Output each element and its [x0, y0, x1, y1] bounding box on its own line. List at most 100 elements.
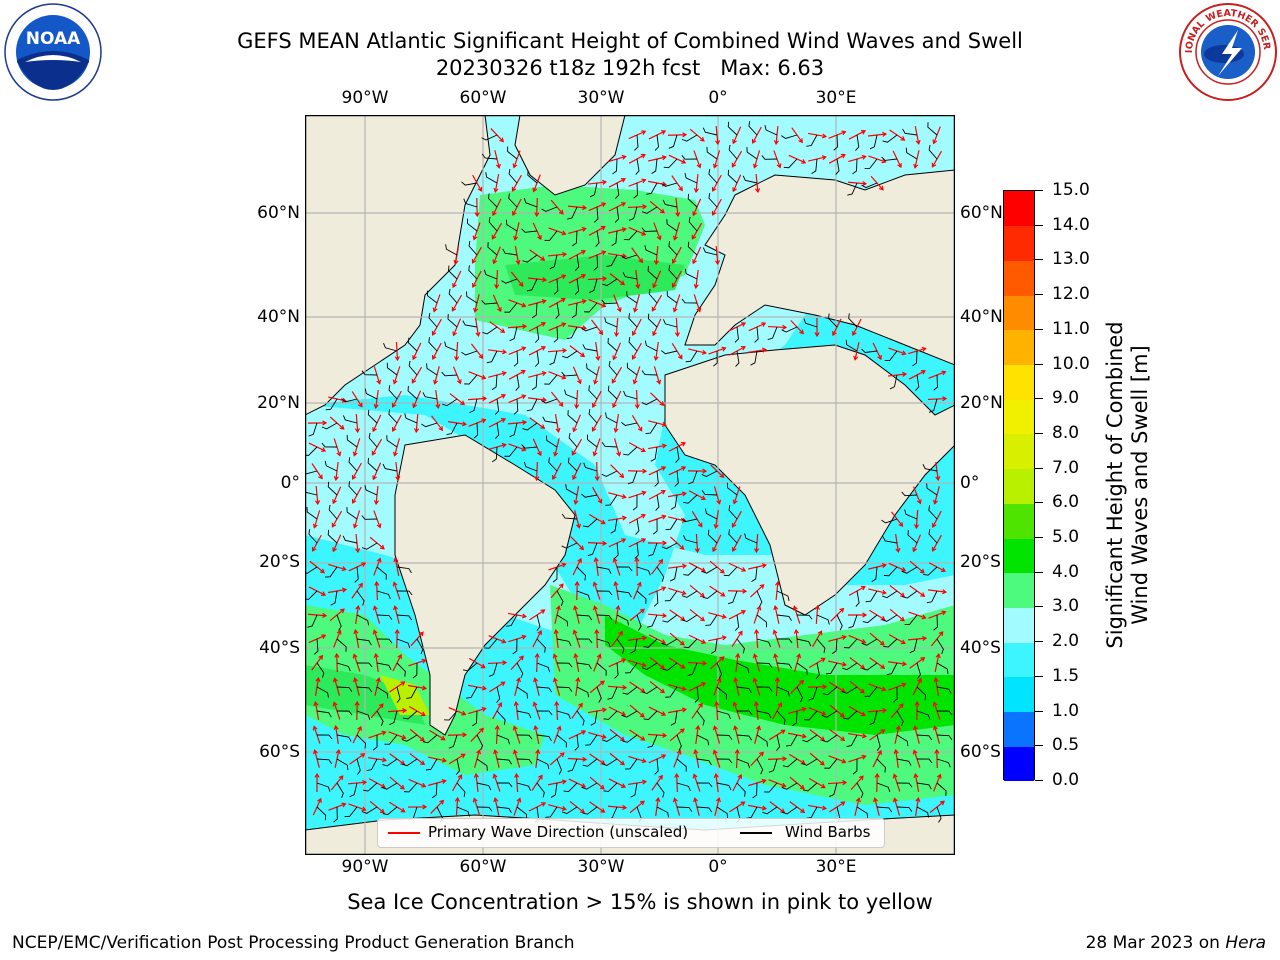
- wave-direction-arrowhead: [715, 797, 721, 803]
- wind-barb: [333, 806, 338, 823]
- wave-direction-arrowhead: [701, 639, 707, 644]
- wave-direction-arrowhead: [912, 547, 918, 553]
- wave-direction-arrowhead: [451, 306, 457, 312]
- wind-barb: [727, 169, 738, 184]
- wind-barb: [936, 710, 953, 716]
- wave-direction-arrowhead: [892, 797, 898, 803]
- wave-direction-arrowhead: [513, 700, 519, 706]
- wave-direction-arrowhead: [721, 346, 727, 352]
- wind-barb: [602, 278, 618, 287]
- wind-barb: [783, 158, 798, 169]
- wind-barb: [622, 686, 638, 695]
- primary-wave-legend-label: Primary Wave Direction (unscaled): [428, 823, 689, 841]
- wave-direction-arrowhead: [313, 700, 319, 707]
- wind-barb: [448, 734, 458, 749]
- wave-direction-arrowhead: [880, 664, 886, 669]
- wind-barb: [376, 614, 393, 620]
- wind-barb: [776, 614, 792, 621]
- wave-direction-arrowhead: [357, 725, 362, 731]
- wave-direction-arrowhead: [941, 610, 947, 616]
- wave-direction-arrowhead: [431, 330, 437, 336]
- wave-direction-arrowhead: [640, 513, 646, 519]
- land-masses: [305, 115, 955, 855]
- wind-barb: [734, 326, 739, 343]
- wave-direction-arrowhead: [619, 736, 625, 742]
- wave-direction-arrowhead: [575, 523, 581, 529]
- wind-barb: [856, 806, 869, 819]
- wind-barb: [366, 758, 378, 772]
- wind-barb: [601, 470, 618, 477]
- wind-barb: [388, 409, 398, 424]
- wind-barb: [316, 758, 333, 765]
- wave-direction-arrowhead: [773, 653, 779, 659]
- wave-direction-arrowhead: [552, 653, 558, 659]
- wave-direction-arrowhead: [641, 130, 647, 135]
- wave-direction-arrowhead: [478, 354, 484, 359]
- colorbar-tick: [1035, 502, 1043, 504]
- wind-barb: [856, 782, 864, 799]
- wave-direction-arrowhead: [692, 211, 697, 217]
- wave-direction-arrowhead: [401, 734, 407, 740]
- wave-direction-arrowhead: [399, 784, 405, 790]
- wind-barb: [663, 158, 678, 169]
- wave-direction-arrowhead: [658, 558, 664, 564]
- wave-direction-arrowhead: [882, 707, 888, 714]
- wind-barb: [716, 806, 729, 819]
- wave-direction-arrowhead: [860, 711, 866, 717]
- wind-barb: [855, 590, 860, 607]
- wind-barb: [482, 326, 498, 335]
- wind-barb: [382, 758, 398, 767]
- wind-barb: [846, 734, 858, 747]
- wave-direction-arrowhead: [332, 677, 338, 683]
- wind-barb: [615, 182, 620, 199]
- colorbar-tick-label: 0.5: [1052, 735, 1080, 756]
- wave-direction-arrowhead: [512, 749, 518, 755]
- wind-barb: [549, 254, 558, 270]
- wave-direction-arrowhead: [537, 629, 542, 636]
- wave-direction-arrowhead: [481, 374, 487, 380]
- wind-barb: [811, 158, 818, 175]
- wave-direction-arrowhead: [641, 538, 647, 543]
- wave-direction-arrowhead: [661, 155, 667, 161]
- wind-barb: [653, 590, 659, 607]
- wind-barb: [576, 566, 586, 581]
- wind-barb: [407, 385, 418, 400]
- wind-barb: [501, 278, 518, 284]
- wave-direction-arrowhead: [499, 137, 504, 143]
- wave-direction-arrowhead: [400, 681, 406, 686]
- wind-barb: [661, 638, 678, 646]
- wave-direction-arrowhead: [917, 677, 922, 683]
- wind-barb: [796, 638, 812, 647]
- wave-direction-arrowhead: [521, 446, 527, 452]
- wave-direction-arrowhead: [591, 402, 597, 408]
- wind-barb: [531, 374, 538, 391]
- wind-barb: [536, 734, 552, 742]
- wave-direction-arrowhead: [780, 729, 786, 735]
- wave-direction-arrowhead: [421, 782, 427, 788]
- wave-direction-arrowhead: [761, 805, 768, 811]
- wave-direction-arrowhead: [351, 474, 357, 480]
- wave-direction-arrowhead: [661, 130, 667, 135]
- wave-direction-arrowhead: [693, 749, 699, 755]
- wave-direction-arrowhead: [642, 204, 648, 210]
- wave-direction-arrowhead: [713, 523, 719, 530]
- wave-direction-arrowhead: [873, 797, 879, 803]
- wave-direction-arrowhead: [400, 760, 406, 765]
- wind-barb: [889, 374, 898, 390]
- wind-barb: [356, 758, 361, 775]
- wave-direction-arrowhead: [641, 178, 647, 184]
- lon-label-bottom: 0°: [708, 857, 728, 877]
- wave-direction-arrowhead: [400, 807, 406, 813]
- wave-direction-arrowhead: [321, 591, 327, 596]
- wind-barb: [325, 398, 338, 411]
- wind-barb: [596, 686, 602, 703]
- wave-direction-arrowhead: [512, 210, 517, 217]
- wind-barb: [654, 758, 659, 775]
- wave-direction-arrowhead: [719, 473, 725, 479]
- wind-barb: [516, 686, 528, 699]
- wave-direction-arrowhead: [880, 615, 886, 621]
- wave-direction-arrowhead: [318, 474, 323, 480]
- wave-direction-arrowhead: [461, 421, 468, 427]
- wave-direction-arrowhead: [440, 735, 446, 741]
- wind-barb: [406, 686, 418, 699]
